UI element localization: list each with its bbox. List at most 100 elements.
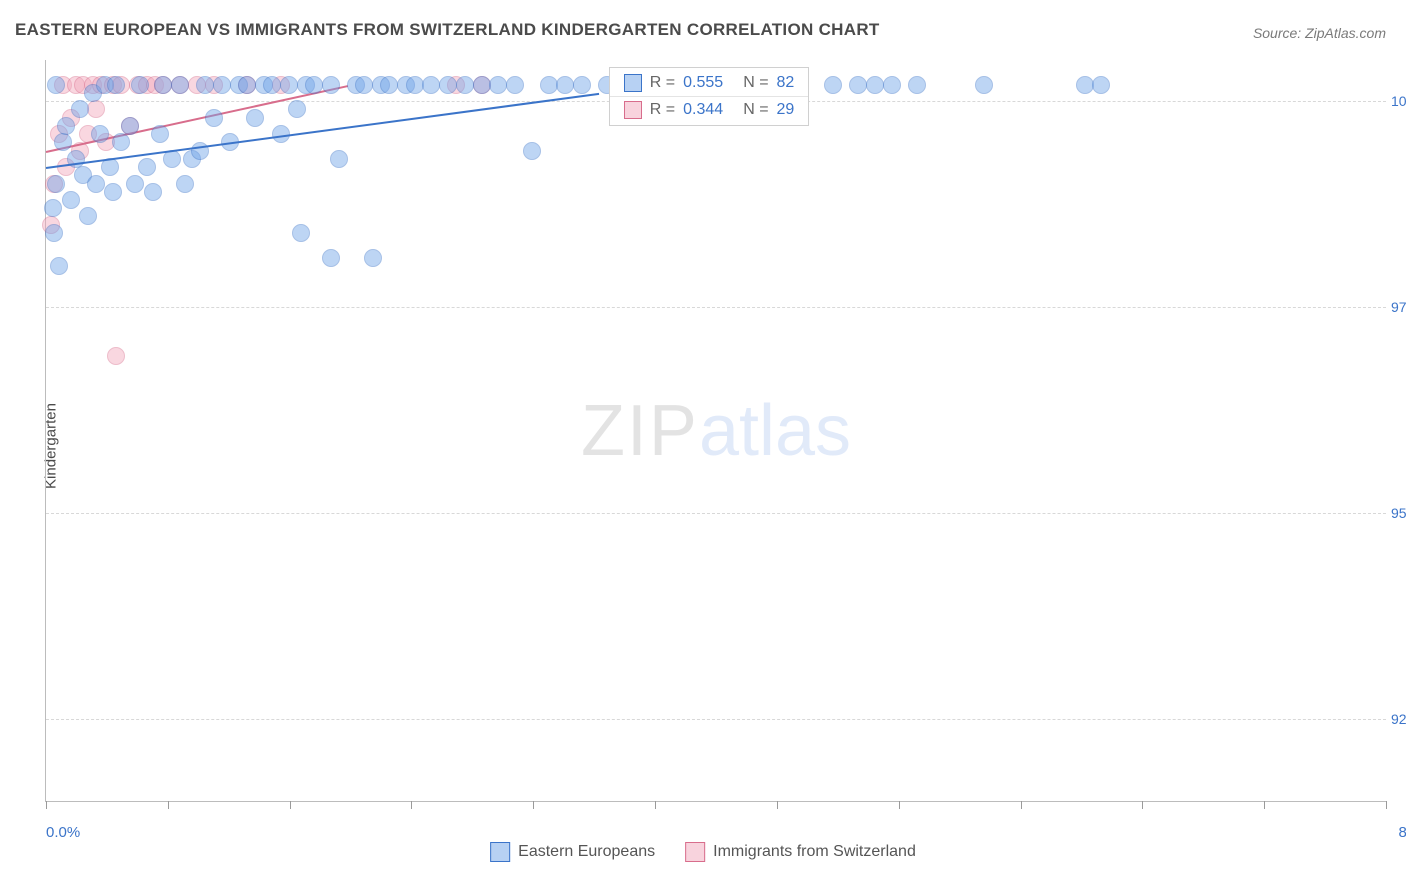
y-tick-label: 92.5% — [1391, 711, 1406, 727]
y-tick-label: 97.5% — [1391, 299, 1406, 315]
scatter-point — [131, 76, 149, 94]
scatter-point — [1076, 76, 1094, 94]
scatter-point — [45, 224, 63, 242]
x-tick — [290, 801, 291, 809]
scatter-chart: ZIPatlas 92.5%95.0%97.5%100.0%0.0%80.0%R… — [45, 60, 1386, 802]
scatter-point — [107, 347, 125, 365]
scatter-point — [213, 76, 231, 94]
scatter-point — [144, 183, 162, 201]
scatter-point — [292, 224, 310, 242]
scatter-point — [47, 175, 65, 193]
stats-n-label: N = — [743, 101, 768, 119]
stats-row: R = 0.555 N = 82 — [610, 72, 809, 94]
stats-r-label: R = — [650, 74, 675, 92]
scatter-point — [91, 125, 109, 143]
stats-swatch — [624, 74, 642, 92]
x-tick — [655, 801, 656, 809]
scatter-point — [489, 76, 507, 94]
scatter-point — [364, 249, 382, 267]
scatter-point — [71, 100, 89, 118]
scatter-point — [87, 175, 105, 193]
scatter-point — [79, 207, 97, 225]
stats-r-value: 0.555 — [683, 74, 723, 92]
scatter-point — [138, 158, 156, 176]
scatter-point — [883, 76, 901, 94]
scatter-point — [506, 76, 524, 94]
scatter-point — [246, 109, 264, 127]
scatter-point — [57, 117, 75, 135]
scatter-point — [523, 142, 541, 160]
scatter-point — [556, 76, 574, 94]
stats-n-value: 82 — [777, 74, 795, 92]
x-tick — [899, 801, 900, 809]
scatter-point — [1092, 76, 1110, 94]
scatter-point — [54, 133, 72, 151]
scatter-point — [238, 76, 256, 94]
scatter-point — [473, 76, 491, 94]
watermark: ZIPatlas — [581, 390, 851, 472]
scatter-point — [191, 142, 209, 160]
legend-label-blue: Eastern Europeans — [518, 843, 655, 861]
scatter-point — [824, 76, 842, 94]
scatter-point — [439, 76, 457, 94]
scatter-point — [322, 249, 340, 267]
scatter-point — [975, 76, 993, 94]
gridline — [46, 513, 1386, 514]
chart-title: EASTERN EUROPEAN VS IMMIGRANTS FROM SWIT… — [15, 20, 880, 40]
legend-label-pink: Immigrants from Switzerland — [713, 843, 916, 861]
x-tick — [1386, 801, 1387, 809]
legend-swatch-blue — [490, 842, 510, 862]
scatter-point — [151, 125, 169, 143]
stats-r-value: 0.344 — [683, 101, 723, 119]
scatter-point — [355, 76, 373, 94]
scatter-point — [176, 175, 194, 193]
stats-n-label: N = — [743, 74, 768, 92]
scatter-point — [205, 109, 223, 127]
gridline — [46, 719, 1386, 720]
scatter-point — [263, 76, 281, 94]
scatter-point — [87, 100, 105, 118]
x-tick — [533, 801, 534, 809]
scatter-point — [50, 257, 68, 275]
source-attribution: Source: ZipAtlas.com — [1253, 25, 1386, 41]
x-tick — [777, 801, 778, 809]
scatter-point — [406, 76, 424, 94]
stats-box: R = 0.555 N = 82 R = 0.344 N = 29 — [609, 67, 810, 126]
scatter-point — [380, 76, 398, 94]
scatter-point — [422, 76, 440, 94]
x-tick — [1021, 801, 1022, 809]
x-min-label: 0.0% — [46, 824, 80, 841]
y-tick-label: 100.0% — [1391, 93, 1406, 109]
x-tick — [411, 801, 412, 809]
stats-r-label: R = — [650, 101, 675, 119]
legend-item-blue: Eastern Europeans — [490, 842, 655, 862]
scatter-point — [280, 76, 298, 94]
stats-row: R = 0.344 N = 29 — [610, 99, 809, 121]
x-tick — [46, 801, 47, 809]
x-max-label: 80.0% — [1398, 824, 1406, 841]
scatter-point — [171, 76, 189, 94]
scatter-point — [126, 175, 144, 193]
x-tick — [1142, 801, 1143, 809]
scatter-point — [866, 76, 884, 94]
scatter-point — [456, 76, 474, 94]
stats-swatch — [624, 101, 642, 119]
legend-swatch-pink — [685, 842, 705, 862]
scatter-point — [107, 76, 125, 94]
x-tick — [1264, 801, 1265, 809]
scatter-point — [908, 76, 926, 94]
scatter-point — [154, 76, 172, 94]
y-tick-label: 95.0% — [1391, 505, 1406, 521]
scatter-point — [112, 133, 130, 151]
scatter-point — [47, 76, 65, 94]
scatter-point — [288, 100, 306, 118]
scatter-point — [121, 117, 139, 135]
scatter-point — [849, 76, 867, 94]
stats-divider — [610, 96, 809, 97]
scatter-point — [104, 183, 122, 201]
scatter-point — [305, 76, 323, 94]
scatter-point — [196, 76, 214, 94]
stats-n-value: 29 — [777, 101, 795, 119]
scatter-point — [44, 199, 62, 217]
scatter-point — [573, 76, 591, 94]
